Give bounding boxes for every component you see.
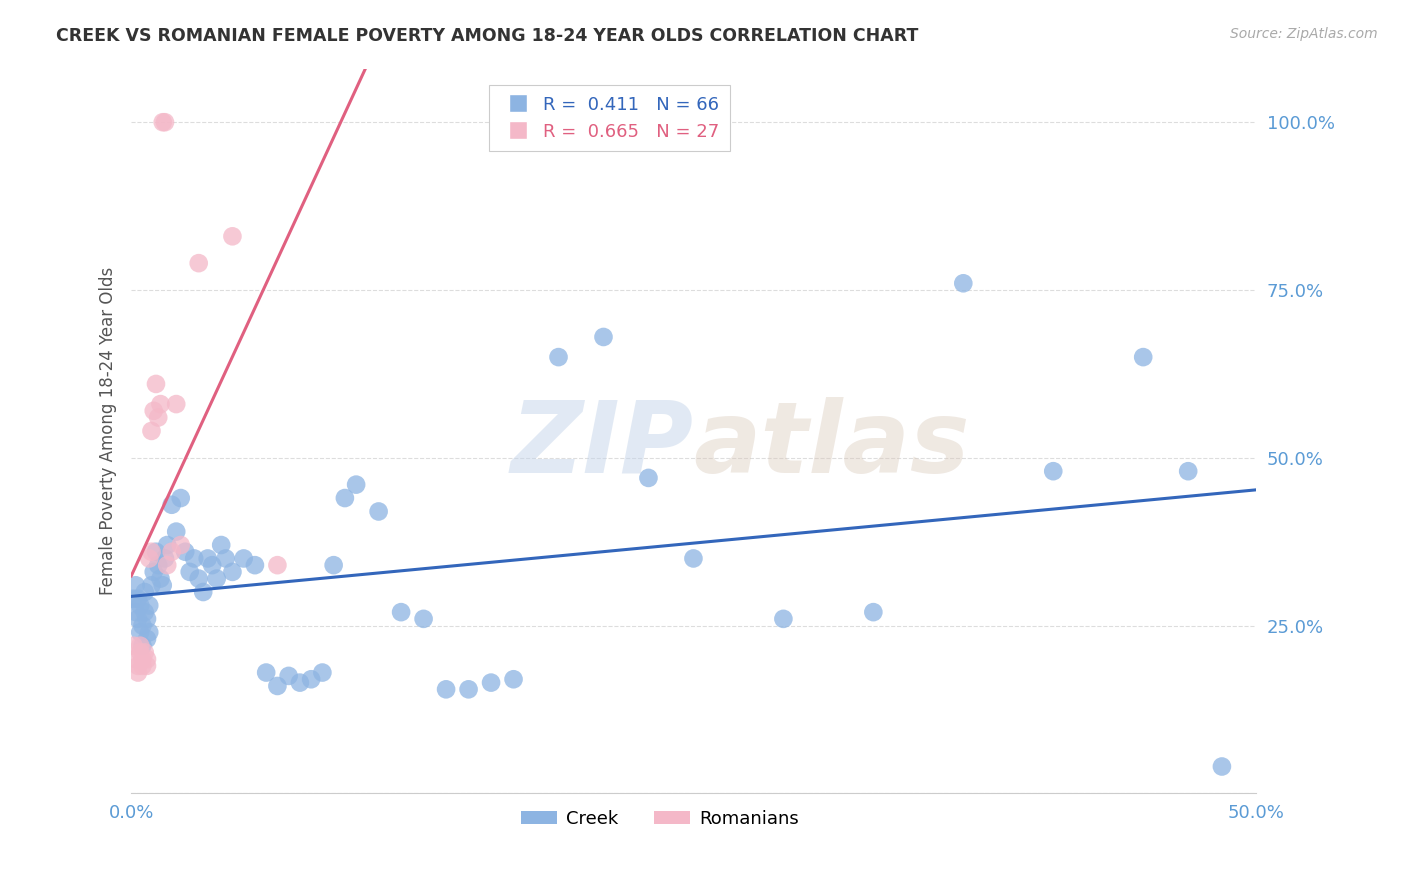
Point [165,397,187,411]
Point [322,558,344,573]
Point [122,591,145,606]
Point [254,665,277,680]
Point [952,277,974,291]
Point [434,682,457,697]
Point [129,639,152,653]
Text: atlas: atlas [693,397,970,494]
Point [131,658,153,673]
Point [141,578,163,592]
Point [412,612,434,626]
Point [311,665,333,680]
Point [127,591,149,606]
Point [142,404,165,418]
Point [187,256,209,270]
Point [138,599,160,613]
Point [136,632,159,646]
Point [136,652,159,666]
Point [862,605,884,619]
Point [149,397,172,411]
Point [209,538,232,552]
Point [160,545,183,559]
Point [125,578,148,592]
Point [232,551,254,566]
Point [201,558,224,573]
Point [148,558,170,573]
Point [243,558,266,573]
Point [197,551,219,566]
Point [1042,464,1064,478]
Point [187,572,209,586]
Point [174,545,197,559]
Point [134,645,156,659]
Point [682,551,704,566]
Point [149,572,172,586]
Point [1177,464,1199,478]
Point [457,682,479,697]
Point [129,599,152,613]
Point [205,572,228,586]
Point [479,675,502,690]
Point [299,672,322,686]
Point [179,565,201,579]
Point [165,524,187,539]
Y-axis label: Female Poverty Among 18-24 Year Olds: Female Poverty Among 18-24 Year Olds [100,267,117,595]
Point [129,645,152,659]
Point [277,669,299,683]
Point [170,491,193,505]
Point [142,565,165,579]
Point [333,491,356,505]
Point [221,565,243,579]
Point [129,625,152,640]
Point [547,350,569,364]
Point [637,471,659,485]
Point [152,115,174,129]
Point [127,658,149,673]
Point [592,330,614,344]
Point [153,551,176,566]
Point [148,410,170,425]
Point [772,612,794,626]
Point [288,675,311,690]
Point [160,498,183,512]
Point [266,558,288,573]
Point [125,605,148,619]
Text: Source: ZipAtlas.com: Source: ZipAtlas.com [1230,27,1378,41]
Point [131,652,153,666]
Point [138,625,160,640]
Text: ZIP: ZIP [510,397,693,494]
Point [502,672,524,686]
Point [344,477,367,491]
Point [141,545,163,559]
Point [152,578,174,592]
Point [145,376,167,391]
Point [1132,350,1154,364]
Point [367,504,389,518]
Point [131,639,153,653]
Point [170,538,193,552]
Point [193,585,215,599]
Point [141,424,163,438]
Point [389,605,412,619]
Point [266,679,288,693]
Legend: Creek, Romanians: Creek, Romanians [513,803,806,835]
Point [1211,759,1233,773]
Point [138,551,160,566]
Point [183,551,205,566]
Point [156,558,179,573]
Point [134,585,156,599]
Point [156,538,179,552]
Text: CREEK VS ROMANIAN FEMALE POVERTY AMONG 18-24 YEAR OLDS CORRELATION CHART: CREEK VS ROMANIAN FEMALE POVERTY AMONG 1… [56,27,918,45]
Point [122,639,145,653]
Point [127,612,149,626]
Point [125,652,148,666]
Point [127,665,149,680]
Point [145,545,167,559]
Point [131,618,153,632]
Point [136,658,159,673]
Point [215,551,238,566]
Point [221,229,243,244]
Point [136,612,159,626]
Point [153,115,176,129]
Point [134,605,156,619]
